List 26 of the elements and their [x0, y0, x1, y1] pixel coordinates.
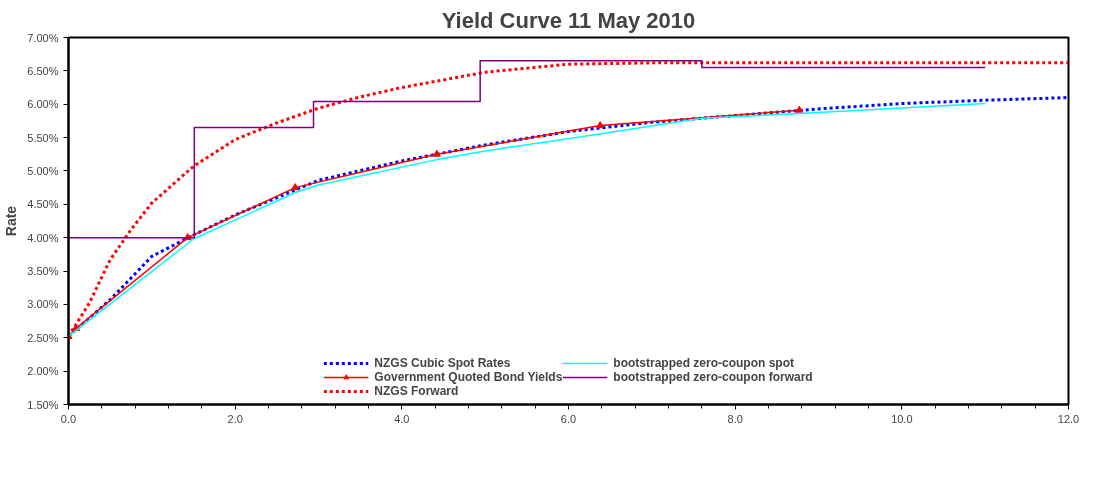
y-tick-label: 2.50% — [27, 331, 59, 344]
y-tick-label: 5.50% — [27, 131, 59, 144]
x-tick-label: 4.0 — [394, 412, 410, 425]
y-tick-label: 3.50% — [27, 265, 59, 278]
x-tick-label: 2.0 — [227, 412, 243, 425]
x-tick-label: 0.0 — [60, 412, 77, 425]
chart-title: Yield Curve 11 May 2010 — [441, 7, 696, 33]
x-tick-label: 6.0 — [560, 412, 577, 425]
y-tick-label: 1.50% — [27, 398, 59, 411]
legend-label: bootstrapped zero-coupon spot — [613, 356, 794, 370]
x-tick-label: 10.0 — [891, 412, 913, 425]
y-tick-label: 6.50% — [27, 64, 59, 77]
y-axis-title: Rate — [3, 205, 20, 237]
x-tick-label: 12.0 — [1057, 412, 1080, 425]
legend-label: Government Quoted Bond Yields — [374, 370, 563, 384]
legend-label: NZGS Forward — [374, 384, 459, 398]
y-tick-label: 3.00% — [27, 298, 59, 311]
legend-label: bootstrapped zero-coupon forward — [613, 370, 813, 384]
y-tick-label: 6.00% — [27, 98, 59, 111]
y-tick-label: 7.00% — [27, 31, 59, 44]
y-tick-label: 4.50% — [27, 198, 59, 211]
y-tick-label: 2.00% — [27, 365, 59, 378]
y-tick-label: 4.00% — [27, 231, 59, 244]
legend-label: NZGS Cubic Spot Rates — [374, 356, 511, 370]
x-tick-label: 8.0 — [727, 412, 743, 425]
y-tick-label: 5.00% — [27, 164, 59, 177]
